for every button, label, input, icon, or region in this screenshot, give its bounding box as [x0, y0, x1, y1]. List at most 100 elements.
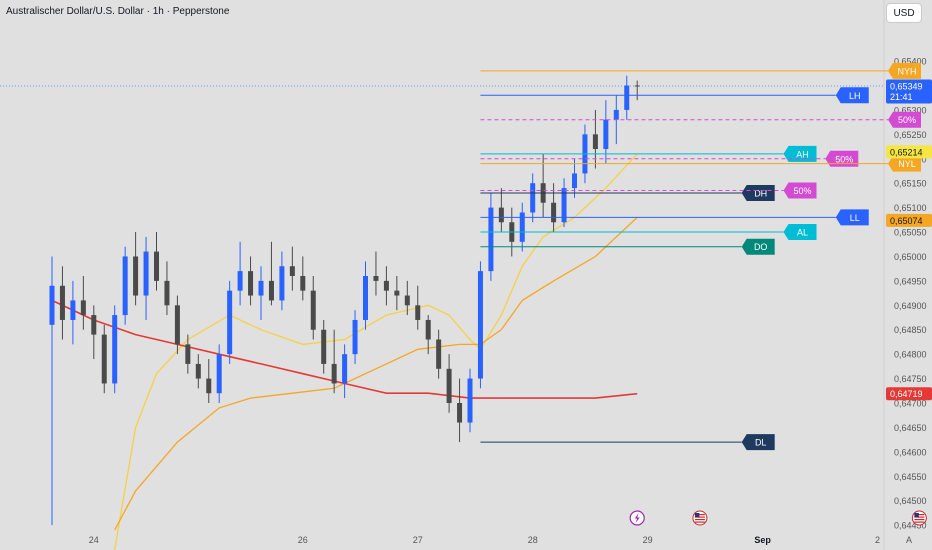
- candle-body[interactable]: [467, 378, 473, 423]
- candle-body[interactable]: [49, 285, 55, 325]
- level-tag[interactable]: [783, 224, 817, 241]
- flag-stripe: [694, 521, 705, 523]
- price-tick-label: 0,65150: [894, 179, 927, 189]
- candle-body[interactable]: [415, 305, 421, 320]
- candle-body[interactable]: [373, 276, 379, 281]
- candle-body[interactable]: [498, 207, 504, 223]
- level-tag-label: LH: [849, 91, 861, 101]
- candle-body[interactable]: [624, 85, 630, 110]
- level-tag-label: LL: [850, 213, 860, 223]
- flag-canton: [694, 513, 700, 517]
- auto-scale-button[interactable]: A: [906, 535, 912, 545]
- candle-body[interactable]: [446, 368, 452, 403]
- price-badge-label: 0,65214: [890, 147, 923, 157]
- time-tick-label: Sep: [754, 535, 771, 545]
- level-tag[interactable]: [835, 87, 869, 104]
- level-tag[interactable]: [783, 145, 817, 162]
- level-tag[interactable]: [888, 155, 921, 172]
- price-tick-label: 0,64900: [894, 301, 927, 311]
- candle-body[interactable]: [634, 85, 640, 87]
- candle-body[interactable]: [80, 300, 86, 316]
- price-tick-label: 0,65050: [894, 228, 927, 238]
- candle-body[interactable]: [592, 134, 598, 149]
- candle-body[interactable]: [91, 315, 97, 335]
- candle-body[interactable]: [300, 276, 306, 291]
- candle-body[interactable]: [59, 285, 65, 320]
- level-tag-label: DL: [755, 438, 767, 448]
- candle-body[interactable]: [70, 300, 76, 320]
- candle-body[interactable]: [342, 354, 348, 384]
- candle-body[interactable]: [143, 251, 149, 296]
- candle-body[interactable]: [383, 280, 389, 291]
- price-tick-label: 0,65400: [894, 57, 927, 67]
- level-tag[interactable]: [835, 209, 869, 226]
- candle-body[interactable]: [488, 207, 494, 272]
- candle-body[interactable]: [477, 271, 483, 379]
- flag-stripe: [694, 514, 705, 516]
- candle-body[interactable]: [185, 344, 191, 364]
- price-tick-label: 0,65000: [894, 252, 927, 262]
- candle-body[interactable]: [154, 251, 159, 281]
- candle-body[interactable]: [258, 280, 264, 296]
- level-tag-label: DO: [754, 242, 768, 252]
- candle-body[interactable]: [530, 183, 536, 213]
- candle-body[interactable]: [195, 363, 201, 379]
- candle-body[interactable]: [572, 173, 577, 189]
- level-tag[interactable]: [888, 111, 921, 128]
- candle-body[interactable]: [519, 212, 525, 242]
- candle-body[interactable]: [363, 276, 368, 320]
- currency-button[interactable]: USD: [886, 3, 922, 23]
- level-tag[interactable]: [741, 238, 775, 255]
- level-tag-label: NYH: [897, 66, 916, 76]
- candle-body[interactable]: [613, 109, 619, 120]
- flag-stripe: [914, 516, 925, 518]
- candle-body[interactable]: [133, 256, 139, 296]
- price-tick-label: 0,65300: [894, 105, 927, 115]
- candle-body[interactable]: [237, 271, 243, 291]
- candle-body[interactable]: [394, 290, 400, 296]
- moving-average-line: [114, 153, 638, 550]
- candle-body[interactable]: [248, 271, 254, 296]
- time-tick-label: 24: [89, 535, 99, 545]
- candle-body[interactable]: [216, 354, 222, 394]
- level-tag[interactable]: [783, 182, 817, 199]
- candle-body[interactable]: [268, 280, 274, 301]
- candle-body[interactable]: [331, 363, 337, 384]
- candle-body[interactable]: [279, 266, 285, 301]
- level-tag[interactable]: [741, 184, 775, 201]
- time-tick-label: 27: [413, 535, 423, 545]
- candle-body[interactable]: [603, 119, 609, 149]
- candle-body[interactable]: [561, 188, 567, 223]
- candle-body[interactable]: [227, 290, 233, 355]
- price-tick-label: 0,64750: [894, 374, 927, 384]
- lightning-icon-glyph: [634, 513, 640, 523]
- price-tick-label: 0,65100: [894, 203, 927, 213]
- candle-body[interactable]: [310, 290, 316, 330]
- candle-body[interactable]: [122, 256, 128, 316]
- candle-body[interactable]: [289, 266, 295, 276]
- level-tag[interactable]: [741, 434, 775, 451]
- level-tag[interactable]: [825, 150, 859, 167]
- candle-body[interactable]: [352, 319, 358, 355]
- candle-body[interactable]: [551, 202, 557, 223]
- candle-body[interactable]: [404, 295, 410, 306]
- candle-body[interactable]: [425, 319, 431, 340]
- candle-body[interactable]: [164, 280, 170, 306]
- price-badge-label: 0,64719: [890, 389, 923, 399]
- candle-body[interactable]: [436, 339, 442, 369]
- time-tick-label: 29: [643, 535, 653, 545]
- flag-stripe: [914, 519, 925, 521]
- candle-body[interactable]: [321, 329, 327, 364]
- level-tag-label: NYL: [898, 159, 916, 169]
- candle-body[interactable]: [101, 334, 107, 384]
- candle-body[interactable]: [457, 403, 463, 423]
- price-tick-label: 0,64850: [894, 325, 927, 335]
- price-tick-label: 0,64700: [894, 399, 927, 409]
- level-tag-label: AH: [796, 149, 809, 159]
- candle-body[interactable]: [174, 305, 180, 345]
- candle-body[interactable]: [112, 315, 118, 384]
- candle-body[interactable]: [206, 378, 212, 394]
- level-tag[interactable]: [888, 62, 921, 79]
